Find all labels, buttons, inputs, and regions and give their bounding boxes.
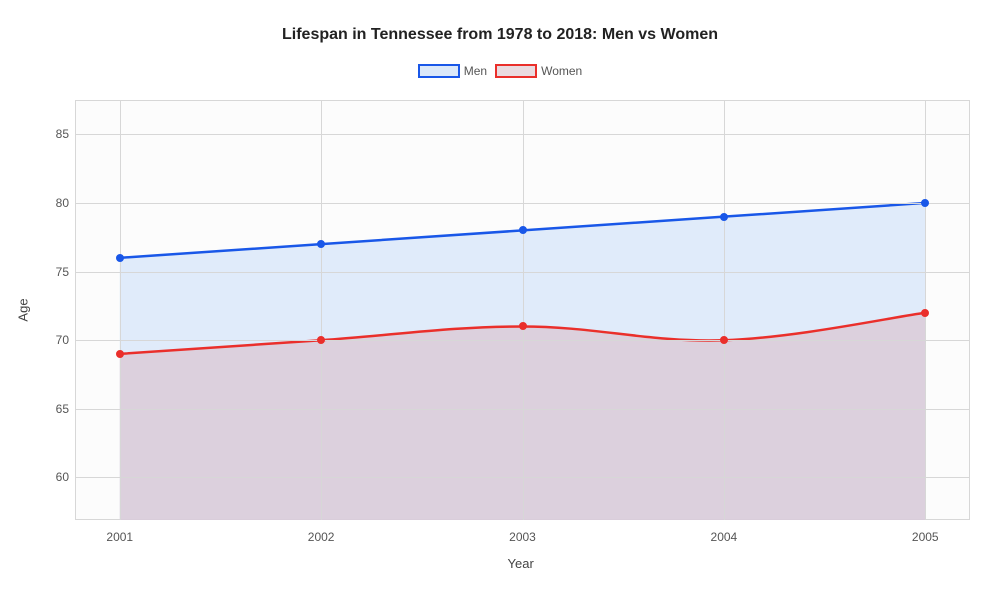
y-tick-label: 70 [45,333,69,347]
x-axis-label: Year [508,556,534,571]
grid-line-v [523,100,524,520]
x-tick-label: 2004 [711,530,738,544]
data-point-men[interactable] [116,254,124,262]
data-point-men[interactable] [921,199,929,207]
chart-container: Lifespan in Tennessee from 1978 to 2018:… [0,0,1000,600]
data-point-men[interactable] [720,213,728,221]
legend-label-women: Women [541,64,582,78]
legend-swatch-men [418,64,460,78]
legend-swatch-women [495,64,537,78]
data-point-men[interactable] [317,240,325,248]
y-tick-label: 80 [45,196,69,210]
data-point-women[interactable] [317,336,325,344]
data-point-women[interactable] [116,350,124,358]
legend-item-men[interactable]: Men [418,64,487,78]
grid-line-v [724,100,725,520]
data-point-men[interactable] [519,226,527,234]
legend-label-men: Men [464,64,487,78]
legend: Men Women [0,64,1000,78]
y-tick-label: 85 [45,127,69,141]
legend-item-women[interactable]: Women [495,64,582,78]
data-point-women[interactable] [519,322,527,330]
x-tick-label: 2003 [509,530,536,544]
data-point-women[interactable] [720,336,728,344]
data-point-women[interactable] [921,309,929,317]
x-tick-label: 2001 [106,530,133,544]
y-axis-label: Age [16,298,31,321]
chart-title: Lifespan in Tennessee from 1978 to 2018:… [0,26,1000,44]
plot-area [75,100,970,520]
y-tick-label: 75 [45,265,69,279]
grid-line-v [321,100,322,520]
y-tick-label: 65 [45,402,69,416]
y-tick-label: 60 [45,470,69,484]
x-tick-label: 2002 [308,530,335,544]
x-tick-label: 2005 [912,530,939,544]
grid-line-v [120,100,121,520]
